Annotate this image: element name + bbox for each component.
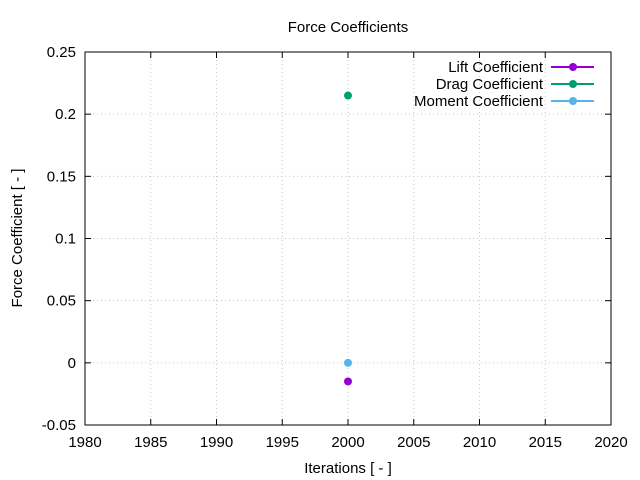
legend-entry: Drag Coefficient xyxy=(436,76,594,93)
y-tick-label: -0.05 xyxy=(42,417,76,434)
x-tick-label: 2015 xyxy=(529,434,562,451)
legend-entry: Lift Coefficient xyxy=(448,59,594,76)
y-tick-label: 0.1 xyxy=(55,231,76,248)
legend-entry: Moment Coefficient xyxy=(414,93,594,110)
legend-marker xyxy=(569,63,577,71)
x-tick-label: 1995 xyxy=(266,434,299,451)
x-tick-labels: 1980 1985 1990 1995 2000 2005 2010 2015 2020 xyxy=(68,434,627,451)
data-point xyxy=(344,377,352,386)
chart-title: Force Coefficients xyxy=(288,19,409,36)
axis-ticks xyxy=(84,51,612,426)
series-lift-coefficient xyxy=(344,377,352,386)
x-tick-label: 1985 xyxy=(134,434,167,451)
x-tick-label: 2005 xyxy=(397,434,430,451)
x-axis-label: Iterations [ - ] xyxy=(304,460,392,477)
data-series xyxy=(344,91,352,386)
y-tick-label: 0.2 xyxy=(55,106,76,123)
x-tick-label: 2020 xyxy=(594,434,627,451)
y-tick-label: 0.05 xyxy=(47,293,76,310)
x-tick-label: 2000 xyxy=(331,434,364,451)
data-point xyxy=(344,91,352,100)
y-axis-label: Force Coefficient [ - ] xyxy=(9,169,26,308)
legend-label: Lift Coefficient xyxy=(448,59,544,76)
data-point xyxy=(344,358,352,367)
series-moment-coefficient xyxy=(344,358,352,367)
y-tick-labels: -0.05 0 0.05 0.1 0.15 0.2 0.25 xyxy=(42,44,76,434)
y-tick-label: 0.25 xyxy=(47,44,76,61)
x-tick-label: 1980 xyxy=(68,434,101,451)
legend-marker xyxy=(569,97,577,105)
y-tick-label: 0.15 xyxy=(47,168,76,185)
x-tick-label: 2010 xyxy=(463,434,496,451)
legend-label: Moment Coefficient xyxy=(414,93,544,110)
series-drag-coefficient xyxy=(344,91,352,100)
x-tick-label: 1990 xyxy=(200,434,233,451)
y-tick-label: 0 xyxy=(68,355,76,372)
legend-label: Drag Coefficient xyxy=(436,76,544,93)
legend-marker xyxy=(569,80,577,88)
